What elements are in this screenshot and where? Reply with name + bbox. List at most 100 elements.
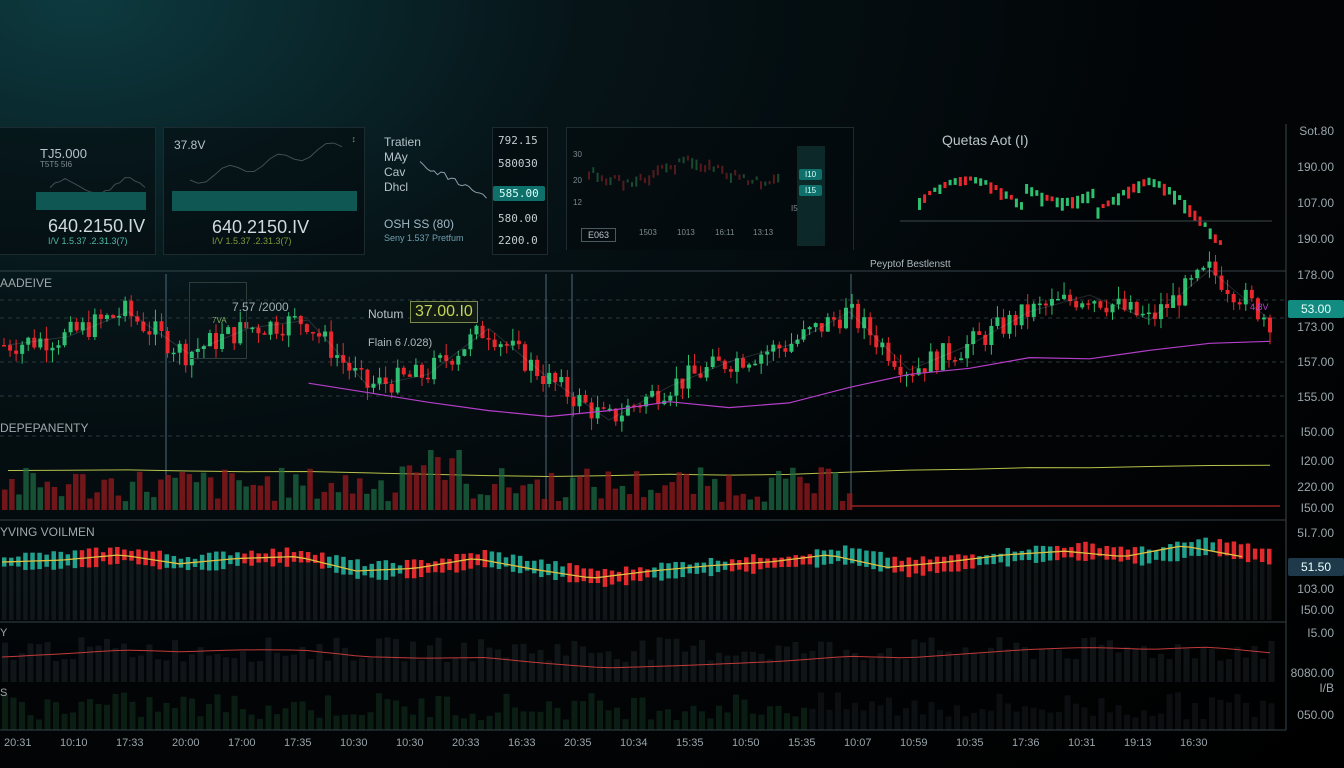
volume-shadow-bar [1139,565,1145,620]
mini-panel-button[interactable]: E063 [581,228,617,242]
sub-bar [826,641,833,682]
volume-ribbon-bar [560,566,565,577]
mini-side-tag[interactable]: I15 [799,185,823,196]
volume-shadow-bar [687,573,693,620]
candle-body [8,345,13,351]
sub-bar [699,639,705,682]
candle-body [1219,275,1224,290]
volume-ribbon-bar [489,551,495,568]
volume-ribbon-bar [793,555,799,567]
crosshair-box[interactable] [189,282,247,359]
sub-bar [410,641,416,682]
volume-ribbon-bar [892,556,897,573]
volume-shadow-bar [334,572,339,620]
mini-panel-1[interactable]: TJ5.000 T5T5 5I6 640.2150.IV I/V 1.5.37 … [0,127,156,255]
volume-ribbon-bar [171,555,177,569]
candle-body [1183,278,1188,306]
candle-body [831,317,836,320]
notum-value-badge[interactable]: 37.00.I0 [410,301,478,323]
sub-bar [1124,714,1130,730]
mini-panel-2[interactable]: 37.8V ↕ 640.2150.IV I/V 1.5.37 .2.31.3(7… [163,127,365,255]
sub-bar [886,697,892,730]
mini-panel-4[interactable]: 792.15 580030 585.00 580.00 2200.0 [492,127,548,255]
mini-panel-5[interactable]: 30 20 12 1503 1013 16:11 13:13 E063 I10 … [566,127,854,250]
sub-bar [1175,644,1181,682]
volume-ribbon-bar [595,570,601,584]
volume-ribbon-bar [510,554,516,572]
candle-body [1031,303,1036,317]
mini-candle [1081,193,1085,204]
expand-icon[interactable]: ↕ [351,134,357,144]
candle-body [916,368,921,375]
volume-ribbon-bar [821,550,827,565]
volume-bar [23,467,29,510]
sub-bar [716,705,722,730]
volume-ribbon-bar [136,549,141,565]
sub-bar [716,652,722,682]
volume-shadow-bar [185,570,191,620]
mini-candle [918,198,921,210]
volume-shadow-bar [758,569,763,620]
volume-ribbon-bar [786,556,791,567]
sub-bar [316,644,323,682]
volume-bar [2,489,8,510]
mini-panel-3[interactable]: Tratien MAy Cav Dhcl OSH SS (80) Seny 1.… [378,127,490,253]
candle-body [214,333,219,350]
sub-bar [444,661,450,682]
volume-ribbon-bar [906,557,912,578]
volume-price-tag[interactable]: 51.50 [1288,558,1344,576]
volume-ribbon-bar [1012,551,1018,562]
sub-bar [512,644,518,682]
volume-bar [584,468,590,510]
volume-shadow-bar [1076,560,1081,620]
candle-body [365,369,370,388]
sub-bar [333,715,340,730]
candle-body [1062,294,1067,299]
volume-bar [16,494,22,510]
mini-candle [1055,197,1059,208]
mini-candle [1152,179,1156,188]
mini-panel-2-footnote: I/V 1.5.37 .2.31.3(7) [212,236,292,246]
y-axis-tick: I5.00 [1307,626,1334,640]
sub-bar [384,637,391,682]
sub-bar [869,701,875,730]
sub-bar [945,651,952,682]
sub-bar [852,702,858,730]
sub-bar [231,658,238,682]
volume-shadow-bar [489,567,495,620]
sub-bar [1158,713,1164,730]
current-price-tag[interactable]: 53.00 [1288,300,1344,318]
candle-body [886,342,891,361]
sub-bar [214,654,221,682]
volume-shadow-bar [1062,557,1067,620]
sub-bar [1234,694,1241,730]
volume-bar [136,471,143,510]
mini-side-tag[interactable]: I10 [799,169,823,180]
volume-ribbon-bar [1083,541,1088,561]
volume-ribbon-bar [1224,542,1230,556]
sub-bar [767,706,773,730]
candle-body [1007,314,1012,334]
volume-bar [307,468,313,510]
price-list-item-highlight[interactable]: 585.00 [493,186,545,201]
candle-body [135,316,140,322]
sub-bar [95,703,102,730]
sub1-section-label: Y [0,627,8,639]
volume-shadow-bar [977,565,982,620]
volume-shadow-bar [327,567,332,620]
candle-body [765,351,770,355]
sub-bar [979,708,986,730]
sub-bar [206,655,212,682]
volume-shadow-bar [729,571,735,620]
sub-bar [240,709,246,730]
volume-ribbon-bar [609,570,615,585]
mini-candle [969,176,972,181]
volume-bar [236,480,242,510]
volume-shadow-bar [221,569,226,620]
sub-bar [894,658,901,682]
volume-shadow-bar [341,574,346,620]
volume-shadow-bar [835,561,841,620]
mini-y-label: 30 [573,150,582,159]
candle-body [583,394,588,403]
